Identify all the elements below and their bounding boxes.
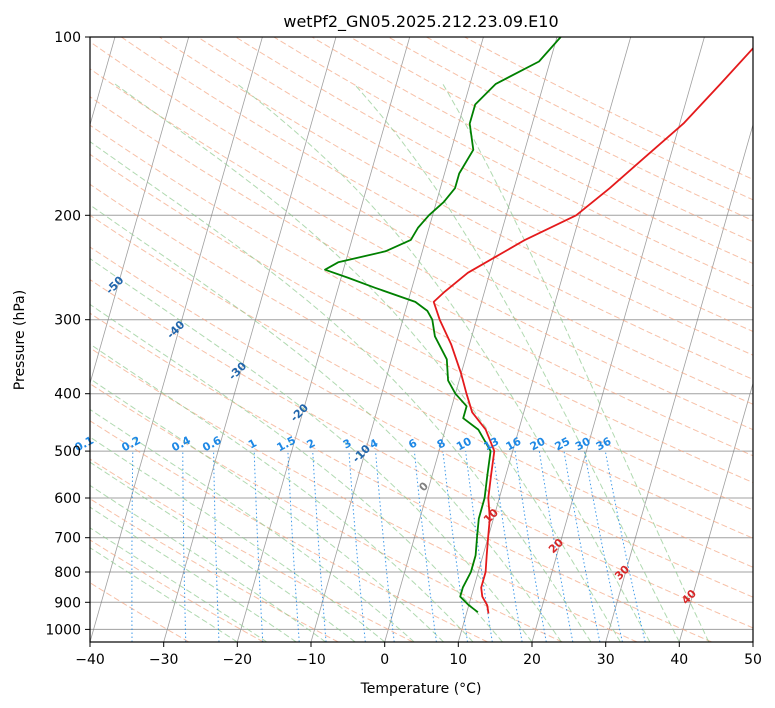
x-tick-label: 50 [744, 652, 762, 668]
y-tick-label: 900 [54, 595, 81, 611]
dry-adiabat-line [90, 246, 753, 598]
moist-adiabat-line [90, 258, 533, 642]
temperature-line [432, 46, 753, 614]
y-tick-label: 400 [54, 387, 81, 403]
dry-adiabat-line [159, 37, 753, 356]
dry-adiabat-line [197, 37, 753, 333]
dry-adiabat-line [349, 37, 753, 243]
y-tick-label: 700 [54, 531, 81, 547]
isotherm-line [605, 123, 753, 642]
moist-adiabat-line [90, 484, 326, 642]
dry-adiabat-line [90, 153, 753, 511]
moist-adiabat-line [90, 204, 562, 642]
mixing-ratio-line [413, 451, 437, 642]
x-axis-label: Temperature (°C) [360, 681, 482, 697]
y-tick-label: 100 [54, 30, 81, 46]
plot-area [90, 37, 753, 642]
mixing-ratio-line [442, 451, 468, 642]
plot-frame [89, 36, 754, 643]
grid-layer [90, 37, 753, 642]
moist-adiabat-line [90, 408, 415, 642]
dry-adiabat-line [90, 214, 753, 568]
y-tick-label: 200 [54, 208, 81, 224]
mixing-ratio-label: 13 [482, 435, 502, 454]
moist-adiabat-line [90, 461, 356, 642]
dry-adiabat-line [90, 458, 414, 642]
y-tick-label: 300 [54, 313, 81, 329]
dry-adiabat-line [90, 183, 753, 539]
y-tick-label: 800 [54, 565, 81, 581]
dry-adiabat-line [311, 37, 753, 265]
dry-adiabat-line [90, 539, 264, 642]
x-tick-label: 40 [670, 652, 688, 668]
mixing-ratio-line [563, 451, 601, 642]
x-tick-label: 0 [380, 652, 389, 668]
mixing-ratio-line [538, 451, 574, 642]
moist-adiabat-line [90, 506, 297, 642]
x-tick-label: −40 [75, 652, 105, 668]
moist-adiabat-line [90, 378, 444, 642]
moist-adiabat-line [442, 83, 710, 642]
line-label-layer: 0.1 0.2 0.4 0.6 1 1.5 2 3 4 6 8 10 13 16 20 25 30 36-50-4… [73, 273, 700, 607]
moist-adiabat-line [90, 436, 386, 642]
y-tick-label: 500 [54, 444, 81, 460]
x-tick-label: −10 [296, 652, 326, 668]
dry-adiabat-line [90, 41, 753, 405]
moist-adiabat-line [90, 343, 474, 642]
x-tick-label: 20 [523, 652, 541, 668]
dry-adiabat-line [90, 68, 753, 431]
isotherm-line [384, 37, 558, 642]
isotherm-line [90, 37, 263, 642]
y-tick-label: 600 [54, 491, 81, 507]
mixing-ratio-label: 10 [454, 435, 474, 454]
mixing-ratio-line [375, 451, 395, 642]
y-tick-label: 1000 [45, 622, 81, 638]
moist-adiabat-line [114, 83, 621, 642]
mixing-ratio-line [514, 451, 547, 642]
moist-adiabat-line [90, 303, 503, 642]
isotherm-line [163, 37, 337, 642]
x-tick-label: −30 [149, 652, 179, 668]
mixing-ratio-line [492, 451, 523, 642]
dry-adiabat-line [90, 96, 753, 457]
isotherm-line [90, 37, 190, 385]
mixing-ratio-label: 16 [504, 435, 524, 454]
series-layer [324, 37, 753, 614]
moist-adiabat-line [236, 83, 651, 642]
x-tick-label: −20 [223, 652, 253, 668]
x-tick-label: 10 [449, 652, 467, 668]
dry-adiabat-line [90, 279, 753, 629]
dry-adiabat-line [426, 37, 753, 201]
mixing-ratio-line [604, 451, 646, 642]
mixing-ratio-line [584, 451, 623, 642]
moist-adiabat-line [90, 547, 238, 642]
y-axis-label: Pressure (hPa) [12, 290, 28, 390]
moist-adiabat-line [90, 527, 268, 642]
mixing-ratio-label: 20 [528, 435, 548, 454]
x-axis: −40 −30 −20 −10 0 10 20 30 40 50 [75, 642, 762, 668]
moist-adiabat-line [353, 83, 680, 642]
isotherm-line [678, 381, 753, 642]
dry-adiabat-line [121, 37, 753, 380]
dewpoint-line [324, 37, 562, 613]
mixing-ratio-label: 36 [594, 435, 614, 454]
mixing-ratio-label: 30 [573, 435, 593, 454]
dry-adiabat-line [90, 383, 563, 642]
y-axis: 100 200 300 400 500 600 700 800 900 1000 [45, 30, 90, 638]
isotherm-line [236, 37, 411, 642]
mixing-ratio-label: 25 [553, 435, 573, 454]
moist-adiabat-line [90, 141, 592, 642]
x-tick-label: 30 [597, 652, 615, 668]
chart-title: wetPf2_GN05.2025.212.23.09.E10 [283, 12, 558, 32]
